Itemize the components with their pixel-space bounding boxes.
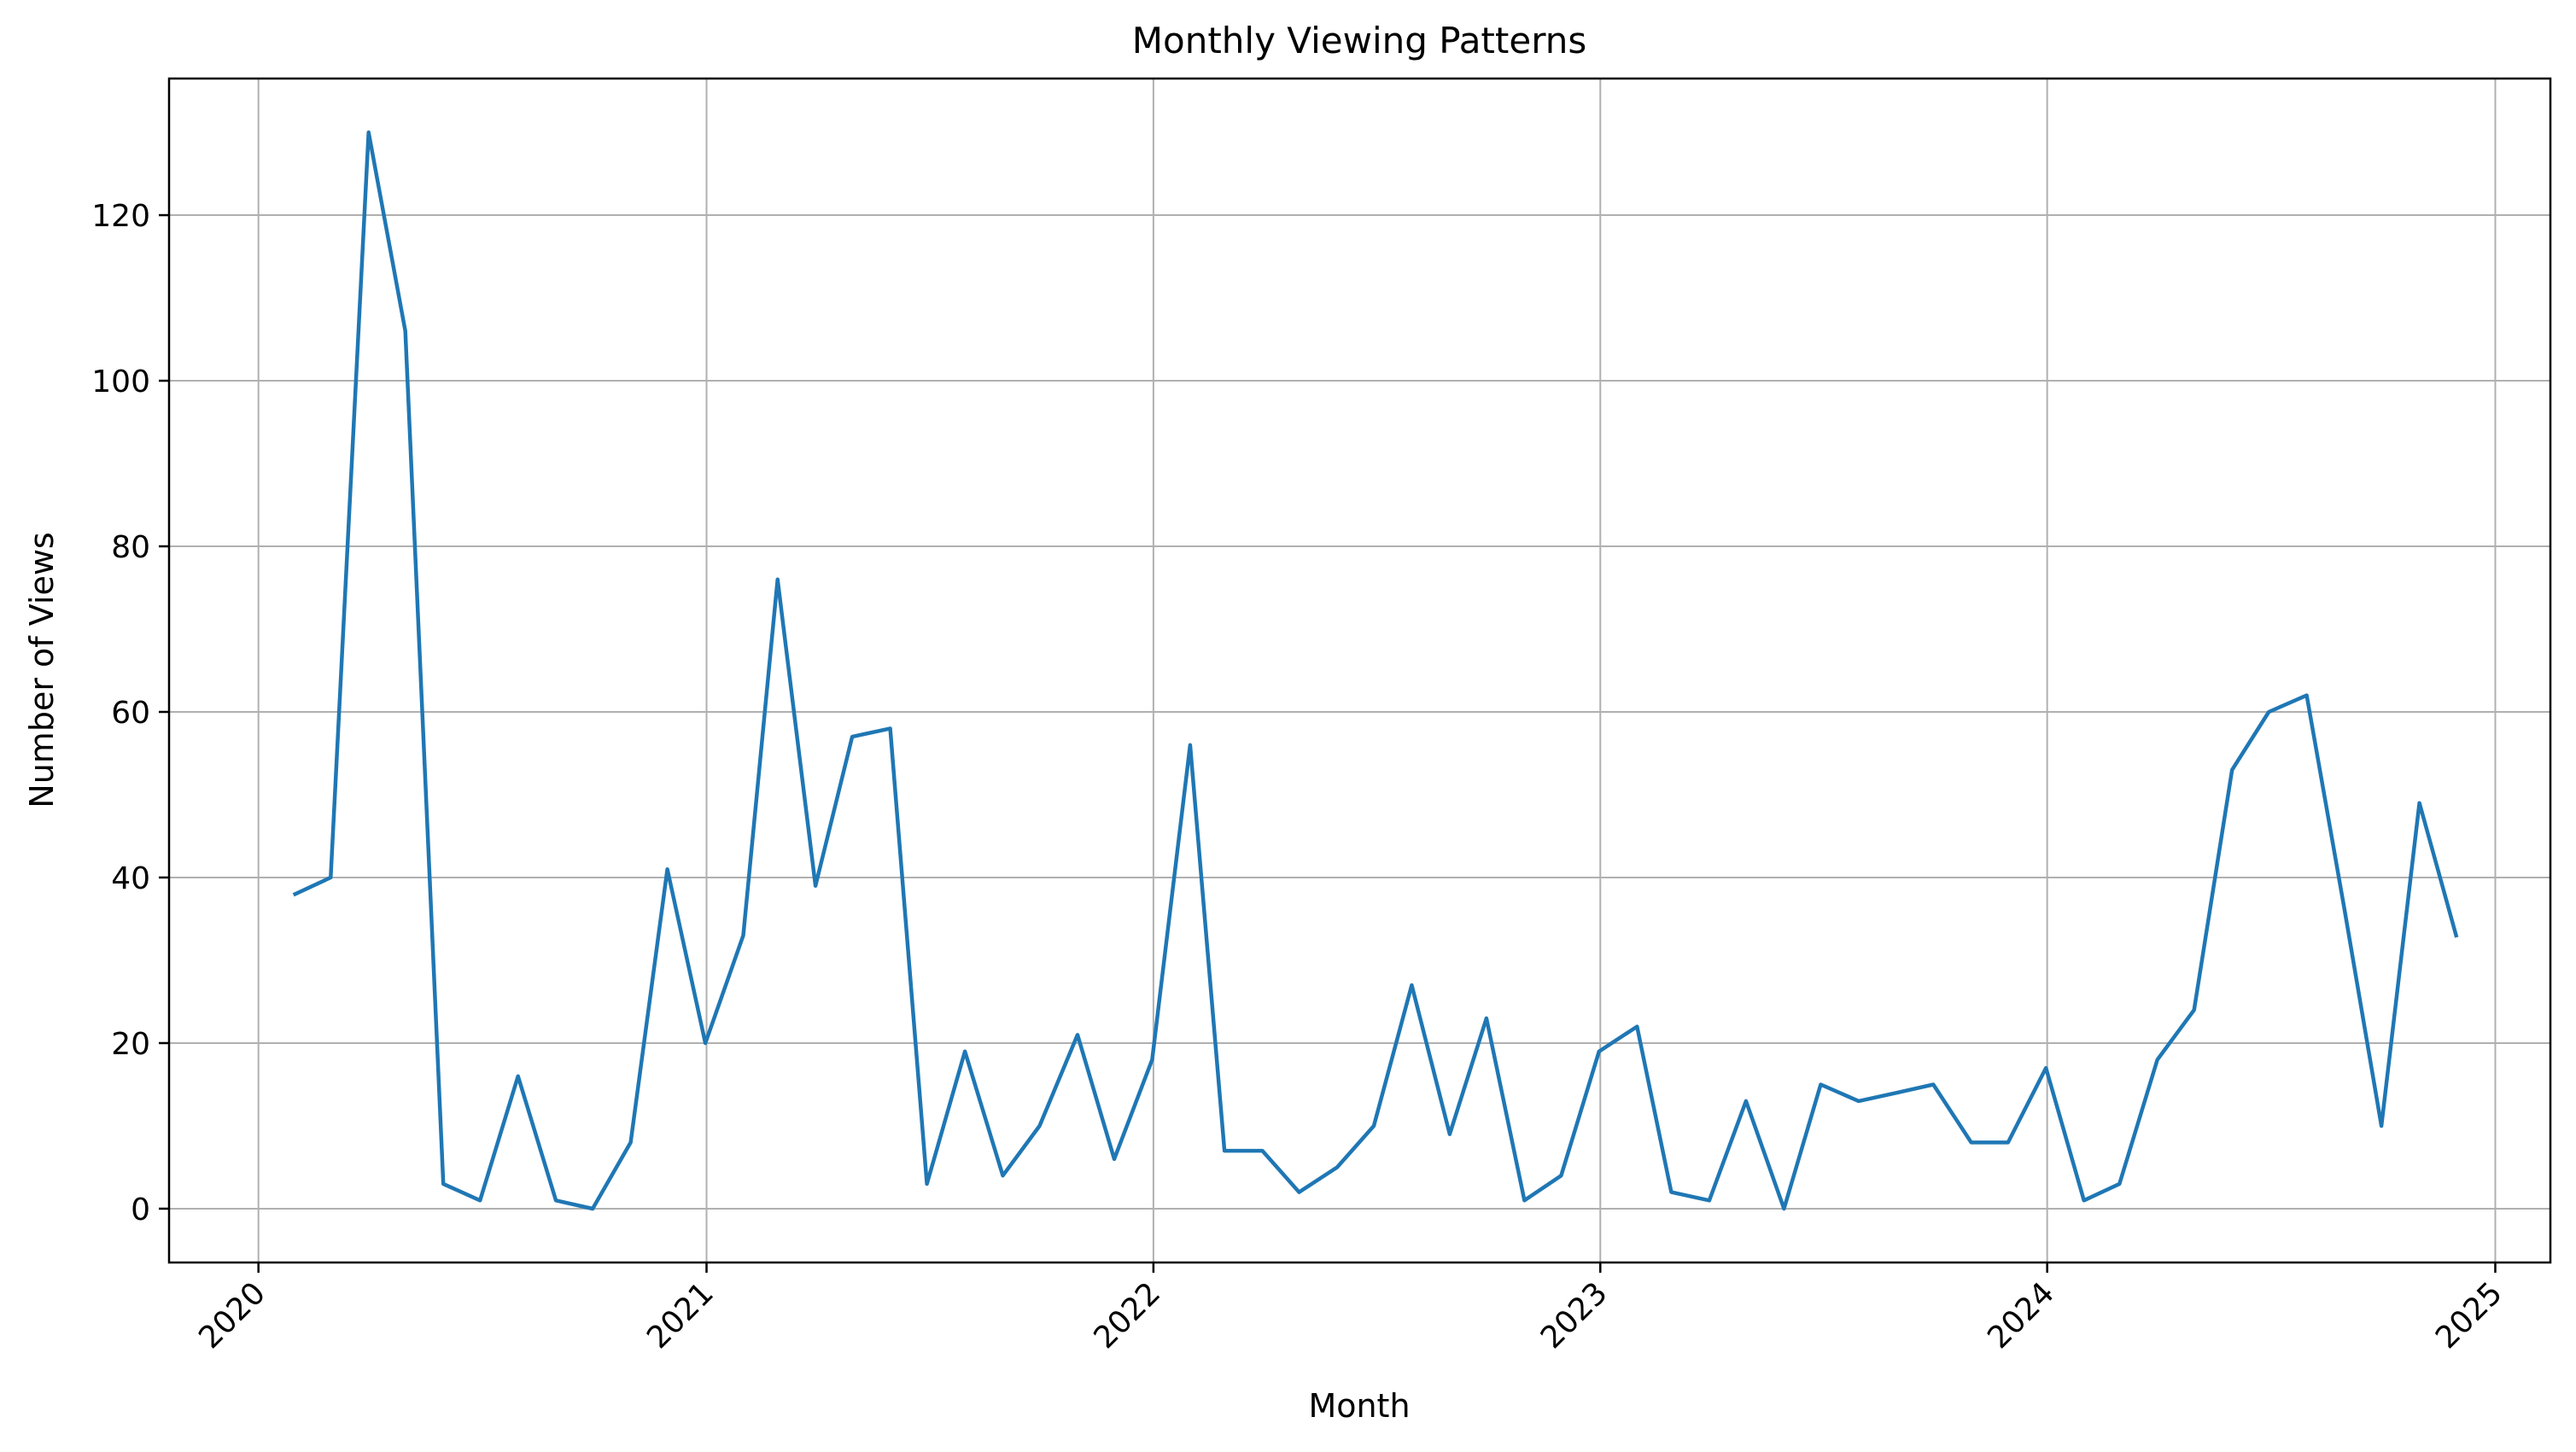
- data-point: [294, 892, 297, 895]
- data-point: [704, 1041, 707, 1045]
- data-point: [2418, 802, 2421, 805]
- data-point: [814, 884, 817, 888]
- data-point: [367, 131, 371, 134]
- y-tick-label: 20: [111, 1027, 150, 1062]
- data-point: [2305, 694, 2309, 697]
- data-point: [629, 1140, 633, 1144]
- data-point: [1485, 1017, 1488, 1020]
- data-point: [1931, 1082, 1935, 1086]
- y-tick-label: 60: [111, 696, 150, 731]
- data-point: [441, 1182, 445, 1186]
- data-point: [1895, 1091, 1898, 1094]
- data-point: [1448, 1133, 1452, 1136]
- data-point: [1522, 1198, 1526, 1202]
- data-point: [1038, 1124, 1042, 1128]
- data-point: [2193, 1008, 2196, 1012]
- data-point: [776, 578, 780, 581]
- data-point: [1744, 1099, 1748, 1103]
- data-point: [963, 1050, 967, 1053]
- data-point: [2156, 1058, 2159, 1061]
- data-point: [1113, 1158, 1116, 1161]
- series-layer: [292, 130, 2459, 1211]
- data-point: [2267, 710, 2270, 714]
- data-point: [1335, 1165, 1339, 1169]
- data-point: [1598, 1050, 1601, 1053]
- data-point: [1857, 1099, 1860, 1103]
- y-axis-label: Number of Views: [23, 532, 61, 808]
- data-point: [850, 735, 854, 738]
- y-tick-label: 80: [111, 530, 150, 565]
- data-point: [591, 1207, 594, 1210]
- data-point: [2044, 1066, 2047, 1070]
- data-point: [1002, 1174, 1005, 1177]
- y-tick-label: 100: [91, 364, 150, 399]
- grid: [169, 79, 2550, 1262]
- data-point: [1559, 1174, 1563, 1177]
- data-point: [1819, 1082, 1822, 1086]
- data-point: [517, 1075, 520, 1078]
- data-point: [1298, 1191, 1301, 1194]
- data-point: [1372, 1124, 1376, 1128]
- data-point: [2117, 1182, 2121, 1186]
- data-point: [2343, 909, 2346, 913]
- data-point: [666, 867, 669, 871]
- data-point: [1189, 743, 1192, 747]
- series-line: [292, 130, 2459, 1211]
- data-point: [2380, 1124, 2383, 1128]
- y-tick-label: 0: [131, 1193, 150, 1227]
- data-point: [2230, 768, 2234, 772]
- data-point: [1410, 983, 1413, 987]
- data-point: [1261, 1149, 1265, 1152]
- data-point: [2006, 1140, 2010, 1144]
- y-axis: 0 20 40 60 80 100 120: [91, 199, 169, 1227]
- plot-frame: [167, 77, 2552, 1264]
- data-point: [1635, 1025, 1638, 1029]
- data-point: [1076, 1033, 1079, 1036]
- y-tick-label: 120: [91, 199, 150, 234]
- data-point: [2082, 1198, 2086, 1202]
- data-point: [329, 876, 332, 879]
- x-axis-label: Month: [1308, 1387, 1410, 1425]
- data-point: [554, 1198, 558, 1202]
- data-point: [926, 1182, 929, 1186]
- data-point: [889, 726, 892, 730]
- data-point: [1223, 1149, 1226, 1152]
- data-point: [1150, 1058, 1154, 1061]
- data-point: [1970, 1140, 1973, 1144]
- data-point: [2455, 934, 2458, 937]
- chart-title: Monthly Viewing Patterns: [1132, 20, 1586, 61]
- y-tick-label: 40: [111, 861, 150, 896]
- data-point: [1782, 1207, 1785, 1210]
- data-point: [404, 329, 407, 333]
- data-point: [478, 1198, 482, 1202]
- data-point: [1669, 1191, 1673, 1194]
- data-point: [1708, 1198, 1711, 1202]
- data-point: [742, 934, 745, 937]
